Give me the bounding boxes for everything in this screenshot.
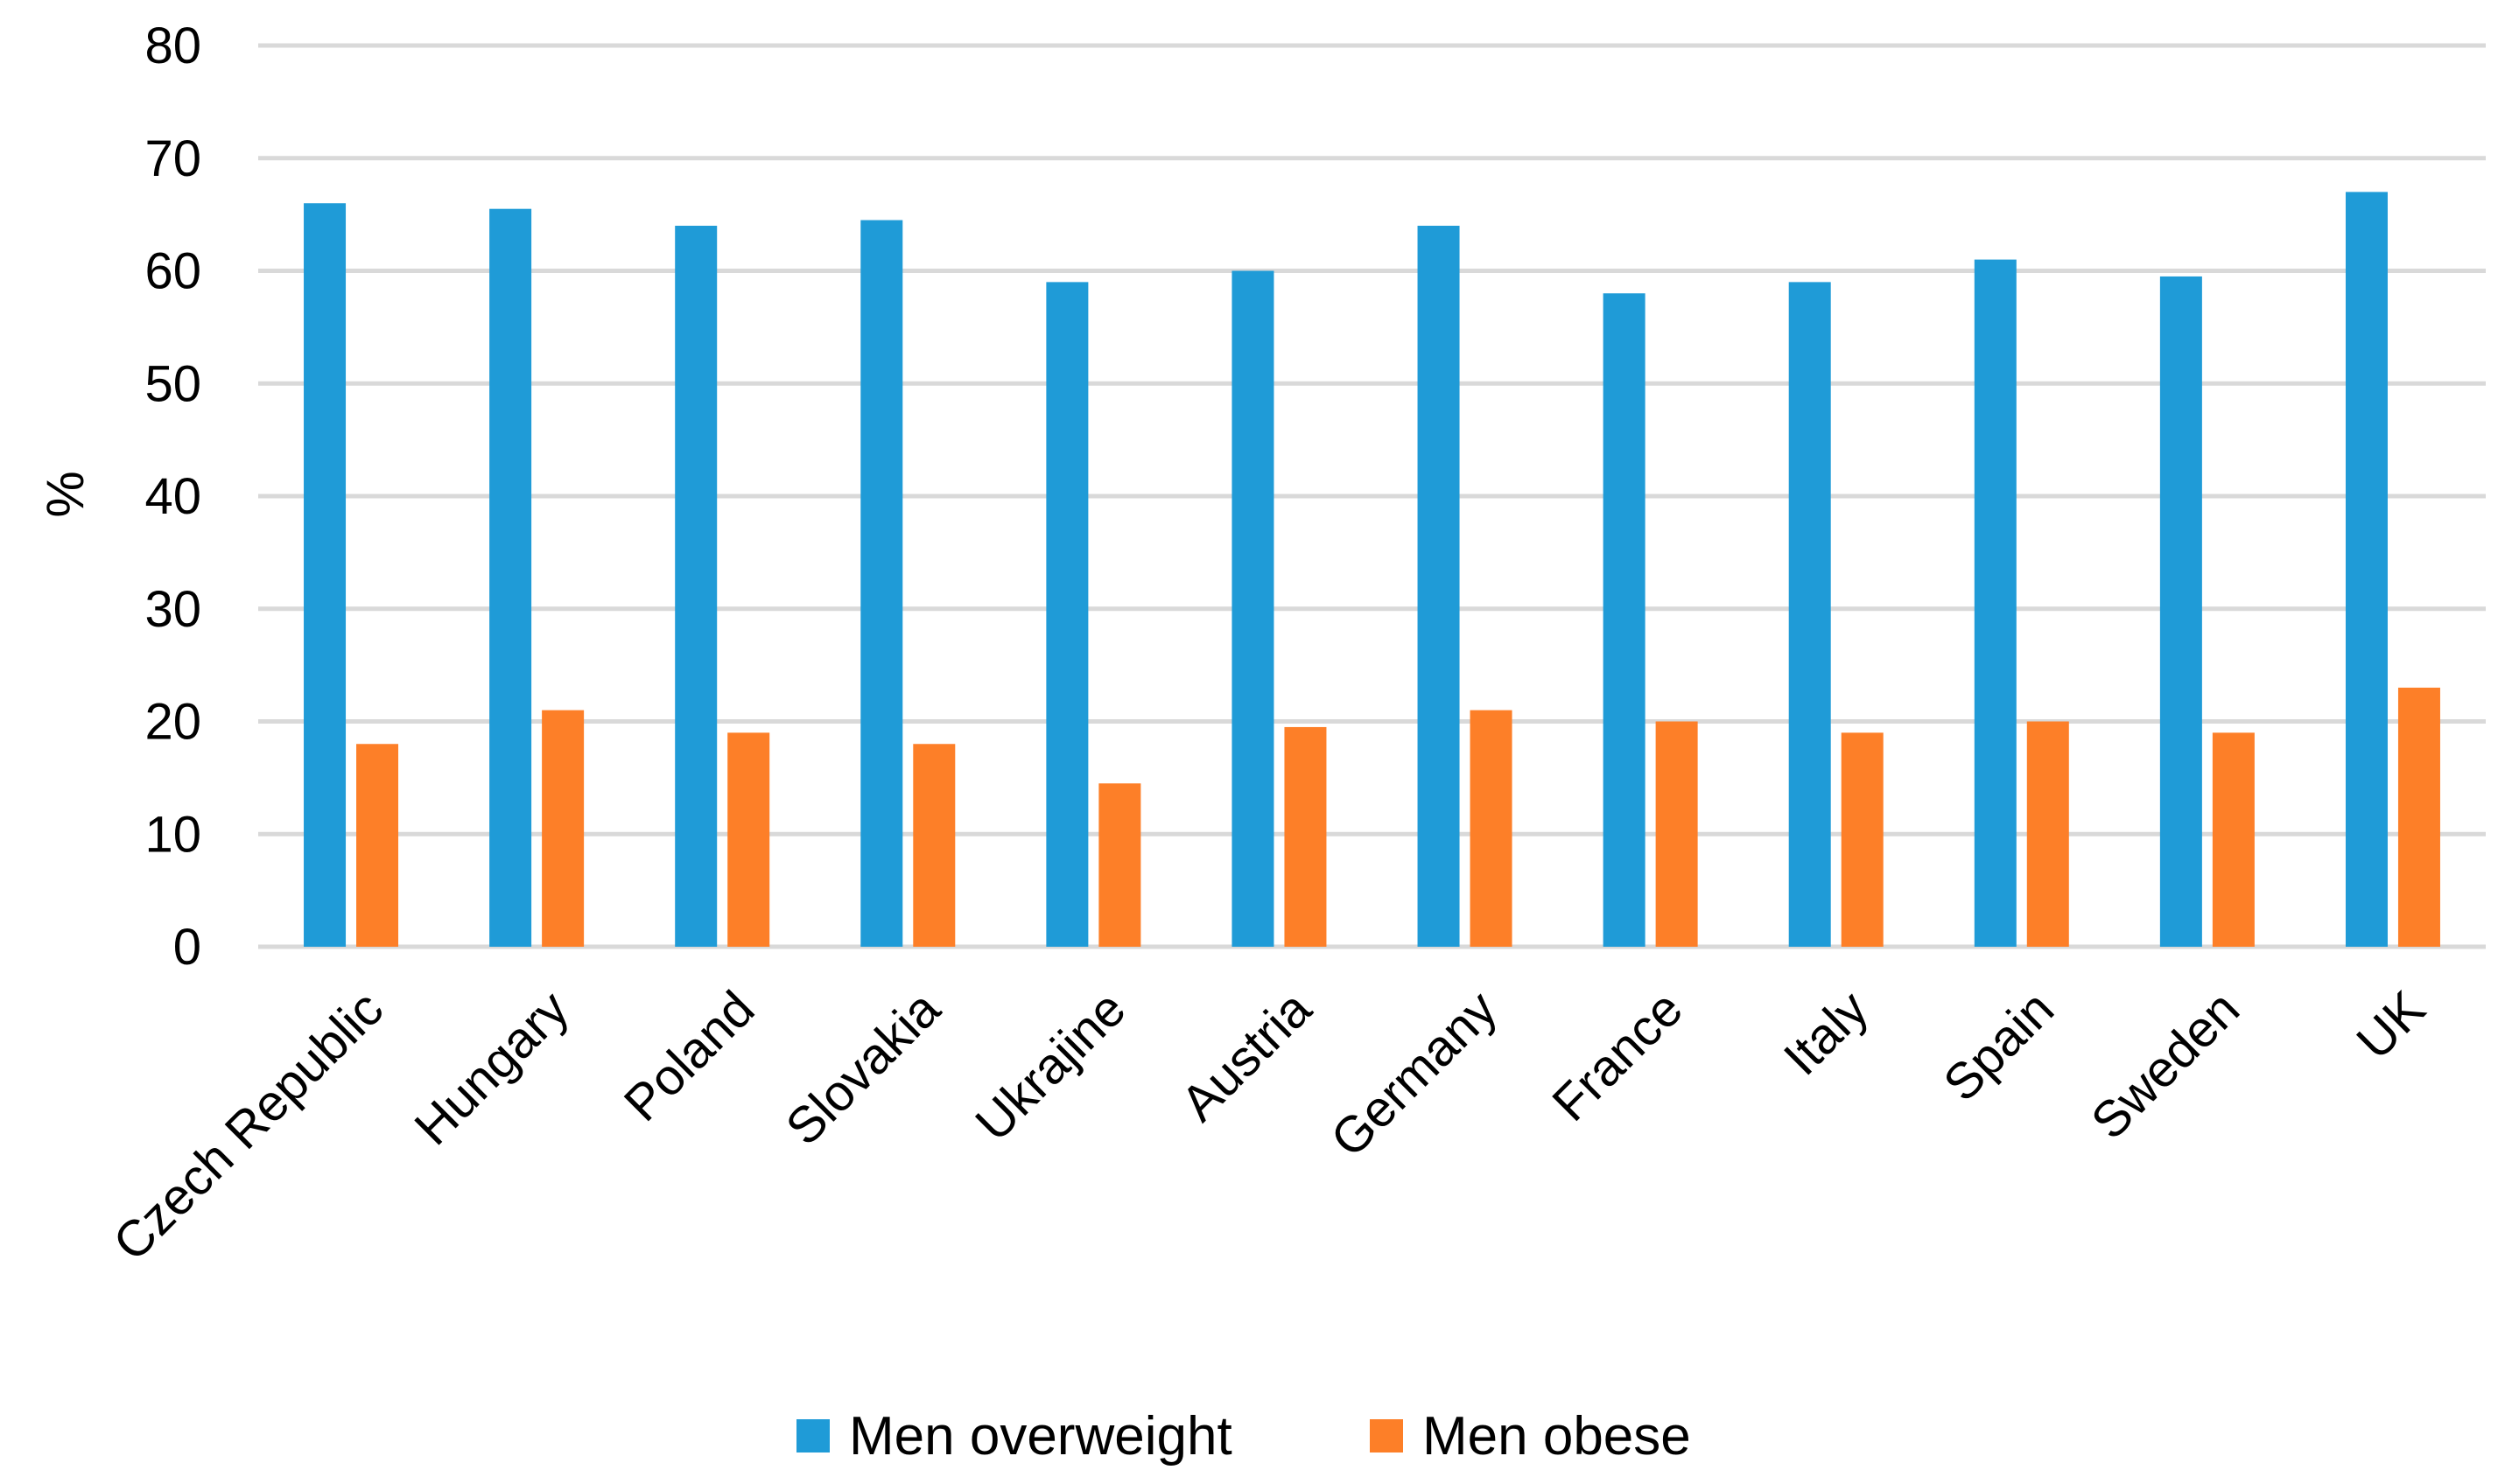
x-tick-label: Ukrajine <box>965 980 1136 1152</box>
bar-obese-hungary <box>542 710 585 947</box>
bar-overweight-germany <box>1417 226 1460 947</box>
y-tick-label: 40 <box>144 468 201 525</box>
bar-overweight-spain <box>1974 259 2017 947</box>
x-tick-label: Sweden <box>2080 980 2250 1150</box>
x-tick-label: Hungary <box>403 980 579 1156</box>
x-tick-label: Poland <box>614 980 766 1132</box>
bar-overweight-czech-republic <box>304 203 347 947</box>
x-tick-label: Germany <box>1320 980 1508 1168</box>
bar-obese-france <box>1655 721 1698 947</box>
y-tick-label: 10 <box>144 806 201 863</box>
bar-overweight-poland <box>675 226 718 947</box>
y-tick-label: 70 <box>144 130 201 187</box>
y-tick-label: 80 <box>144 18 201 74</box>
y-axis-ticks: 0 10 20 30 40 50 60 70 80 <box>144 18 201 976</box>
x-tick-label: Italy <box>1773 980 1879 1086</box>
bar-obese-czech-republic <box>356 744 399 947</box>
x-tick-label: UK <box>2346 980 2436 1070</box>
y-tick-label: 20 <box>144 694 201 751</box>
bar-overweight-ukrajine <box>1046 282 1089 947</box>
bars <box>304 192 2440 947</box>
gridlines <box>258 43 2486 949</box>
x-tick-label: France <box>1541 980 1694 1132</box>
bar-obese-italy <box>1841 732 1884 947</box>
bar-obese-ukrajine <box>1098 783 1141 947</box>
x-tick-label: Austria <box>1170 980 1323 1132</box>
bar-overweight-hungary <box>489 208 532 947</box>
bar-obese-germany <box>1470 710 1512 947</box>
bar-overweight-sweden <box>2159 276 2202 947</box>
legend: Men overweight Men obese <box>796 1406 1691 1466</box>
bar-overweight-italy <box>1788 282 1831 947</box>
bar-obese-slovakia <box>913 744 956 947</box>
y-tick-label: 30 <box>144 581 201 638</box>
y-tick-label: 0 <box>173 919 201 976</box>
bar-obese-austria <box>1284 726 1327 947</box>
x-axis-ticks: Czech Republic Hungary Poland Slovakia Ukraj… <box>102 980 2436 1272</box>
y-tick-label: 50 <box>144 355 201 412</box>
legend-label-overweight: Men overweight <box>849 1406 1232 1466</box>
legend-label-obese: Men obese <box>1422 1406 1691 1466</box>
y-axis-label: % <box>36 471 95 517</box>
bar-overweight-austria <box>1231 270 1274 947</box>
bar-overweight-uk <box>2345 192 2388 947</box>
bar-overweight-slovakia <box>860 220 903 947</box>
bar-obese-spain <box>2026 721 2069 947</box>
bar-obese-uk <box>2397 687 2440 947</box>
bar-overweight-france <box>1603 293 1645 947</box>
legend-swatch-obese <box>1370 1419 1403 1452</box>
x-tick-label: Czech Republic <box>102 980 394 1271</box>
x-tick-label: Spain <box>1933 980 2065 1112</box>
bar-obese-sweden <box>2212 732 2255 947</box>
bar-obese-poland <box>727 732 770 947</box>
legend-swatch-overweight <box>796 1419 830 1452</box>
y-tick-label: 60 <box>144 243 201 300</box>
x-tick-label: Slovakia <box>775 980 951 1157</box>
